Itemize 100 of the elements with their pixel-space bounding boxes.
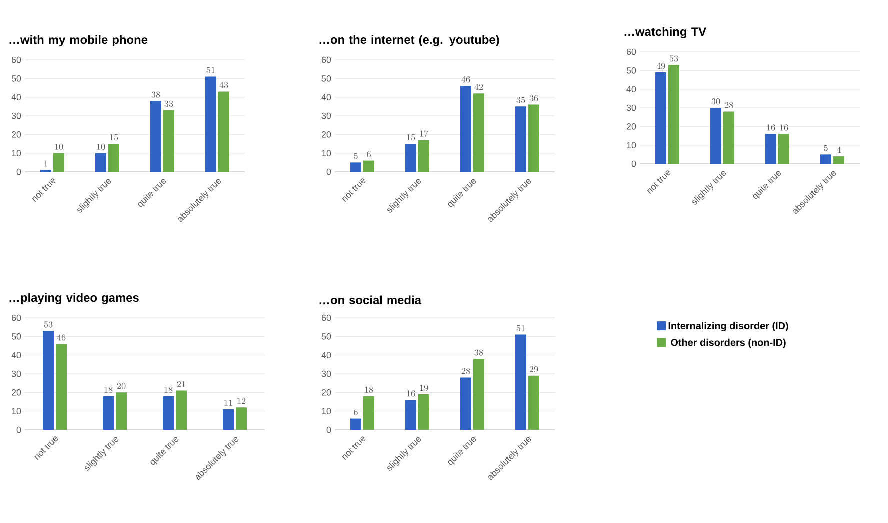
y-tick-label: 50 bbox=[322, 75, 332, 82]
data-label: 6 bbox=[367, 151, 371, 158]
y-tick-label: 10 bbox=[322, 408, 332, 415]
bar bbox=[364, 160, 374, 172]
x-tick-label: not true bbox=[647, 170, 671, 194]
data-label: 11 bbox=[224, 400, 232, 406]
data-label: 46 bbox=[57, 334, 66, 341]
data-label: 49 bbox=[656, 62, 666, 70]
bar bbox=[668, 65, 680, 164]
data-label: 17 bbox=[420, 130, 428, 137]
data-label: 30 bbox=[712, 98, 720, 105]
y-tick-label: 60 bbox=[12, 56, 22, 64]
data-label: 15 bbox=[407, 134, 416, 141]
x-tick-label: not true bbox=[342, 178, 366, 202]
y-tick-label: 60 bbox=[626, 48, 636, 56]
y-tick-label: 40 bbox=[12, 94, 22, 101]
data-label: 42 bbox=[474, 84, 484, 90]
data-label: 36 bbox=[530, 95, 538, 102]
bar bbox=[418, 394, 430, 430]
bar bbox=[460, 86, 472, 172]
y-tick-label: 0 bbox=[16, 426, 22, 434]
data-label: 51 bbox=[206, 67, 215, 74]
bar bbox=[656, 72, 667, 164]
y-tick-label: 40 bbox=[626, 86, 636, 93]
data-label: 10 bbox=[55, 144, 64, 150]
data-label: 53 bbox=[44, 322, 53, 328]
y-tick-label: 10 bbox=[12, 408, 22, 415]
bar bbox=[516, 106, 527, 172]
data-label: 10 bbox=[97, 144, 106, 150]
y-tick-label: 20 bbox=[12, 389, 22, 396]
bar bbox=[150, 101, 162, 172]
data-label: 16 bbox=[407, 390, 416, 397]
data-label: 16 bbox=[780, 124, 788, 131]
y-tick-label: 40 bbox=[12, 352, 22, 359]
data-label: 35 bbox=[516, 97, 526, 104]
bar bbox=[176, 390, 187, 430]
data-label: 16 bbox=[767, 124, 776, 131]
data-label: 33 bbox=[164, 100, 174, 108]
y-tick-label: 30 bbox=[322, 112, 332, 120]
data-label: 18 bbox=[365, 386, 374, 394]
bar bbox=[43, 331, 54, 430]
bar bbox=[223, 409, 234, 430]
bar bbox=[418, 140, 430, 172]
data-label: 53 bbox=[670, 56, 678, 62]
bar bbox=[350, 418, 362, 430]
x-tick-label: not true bbox=[34, 436, 58, 460]
bar bbox=[218, 92, 230, 172]
bar bbox=[364, 396, 374, 430]
y-tick-label: 30 bbox=[12, 112, 22, 120]
bar bbox=[236, 408, 247, 430]
bar bbox=[116, 392, 127, 430]
x-tick-label: not true bbox=[32, 178, 56, 202]
y-tick-label: 20 bbox=[322, 389, 332, 396]
data-label: 12 bbox=[238, 398, 246, 404]
legend-label: Internalizing disorder (ID) bbox=[668, 322, 788, 332]
bar bbox=[53, 153, 64, 172]
bar bbox=[460, 378, 472, 430]
data-label: 5 bbox=[354, 153, 358, 160]
bar bbox=[528, 104, 540, 172]
bar bbox=[406, 144, 417, 172]
y-tick-label: 30 bbox=[12, 370, 22, 378]
data-label: 1 bbox=[44, 160, 48, 167]
bar bbox=[108, 144, 120, 172]
data-label: 46 bbox=[462, 76, 470, 83]
y-tick-label: 60 bbox=[322, 314, 332, 322]
data-label: 29 bbox=[530, 366, 538, 373]
y-tick-label: 30 bbox=[322, 370, 332, 378]
data-label: 4 bbox=[836, 146, 842, 154]
data-label: 20 bbox=[117, 383, 126, 390]
y-tick-label: 30 bbox=[626, 104, 636, 112]
y-tick-label: 0 bbox=[16, 168, 22, 176]
data-label: 15 bbox=[110, 134, 118, 141]
legend-label: Other disorders (non-ID) bbox=[671, 338, 786, 348]
y-tick-label: 50 bbox=[626, 67, 636, 74]
bar bbox=[724, 112, 735, 164]
bar bbox=[778, 134, 790, 164]
y-tick-label: 20 bbox=[12, 131, 22, 138]
data-label: 18 bbox=[164, 386, 173, 394]
chart-title: …watching TV bbox=[624, 27, 706, 38]
y-tick-label: 50 bbox=[12, 75, 22, 82]
y-tick-label: 0 bbox=[326, 426, 332, 434]
y-tick-label: 10 bbox=[322, 150, 332, 157]
bar bbox=[820, 154, 832, 164]
bar bbox=[163, 110, 174, 172]
data-label: 51 bbox=[516, 325, 525, 332]
bar bbox=[474, 359, 484, 430]
chart-title: …playing video games bbox=[10, 293, 139, 305]
y-tick-label: 20 bbox=[322, 131, 332, 138]
y-tick-label: 60 bbox=[12, 314, 22, 322]
y-tick-label: 0 bbox=[326, 168, 332, 176]
y-tick-label: 10 bbox=[627, 142, 636, 149]
bar bbox=[406, 400, 417, 430]
bar bbox=[103, 396, 114, 430]
bar bbox=[96, 153, 107, 172]
data-label: 5 bbox=[824, 145, 828, 152]
data-label: 38 bbox=[474, 350, 484, 356]
y-tick-label: 60 bbox=[322, 56, 332, 64]
data-label: 21 bbox=[177, 381, 186, 388]
y-tick-label: 10 bbox=[12, 150, 22, 157]
chart-title: …on the internet (e.g. youtube) bbox=[320, 35, 500, 46]
